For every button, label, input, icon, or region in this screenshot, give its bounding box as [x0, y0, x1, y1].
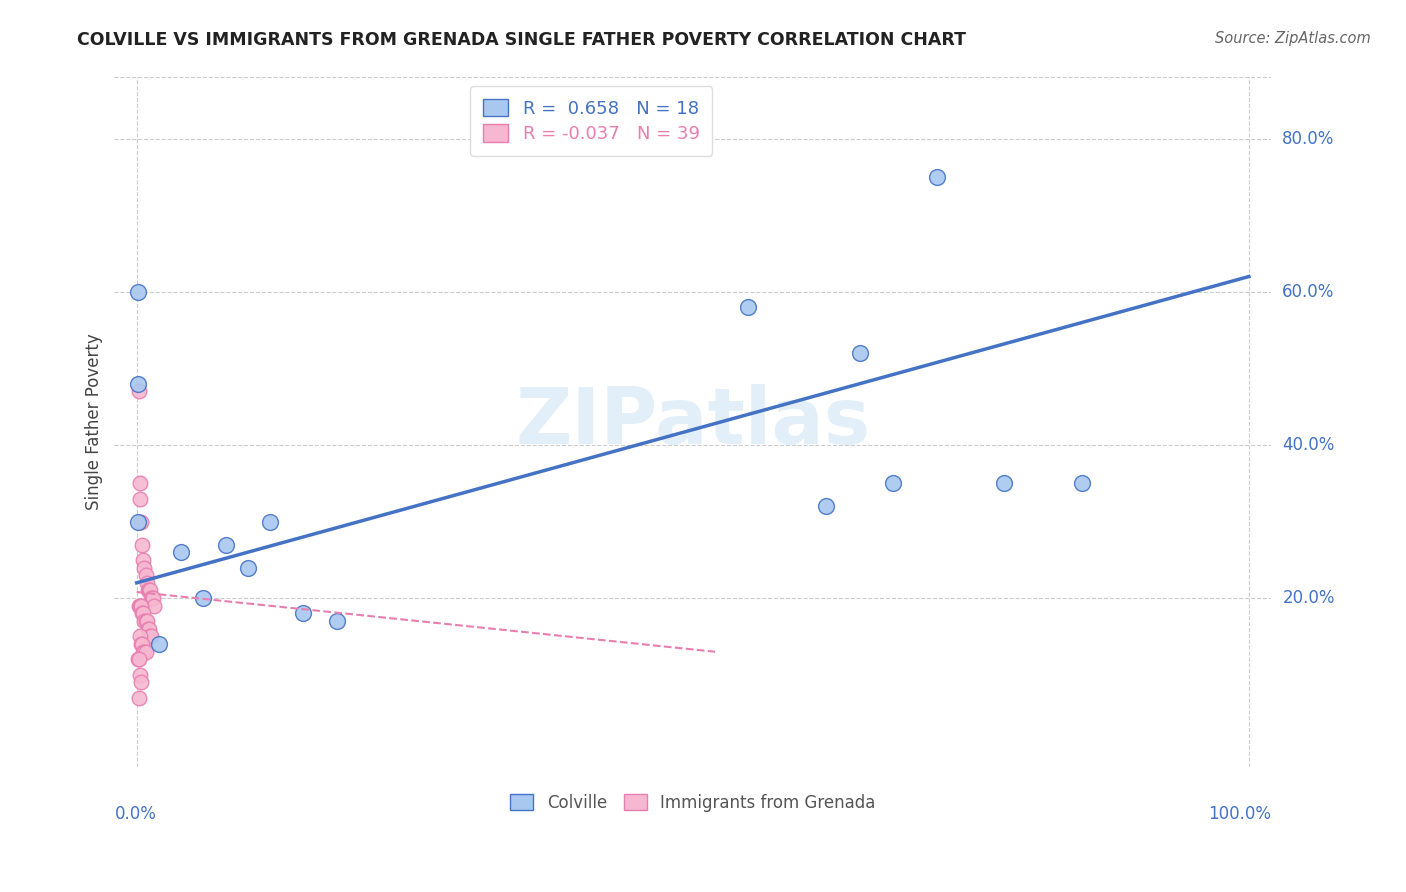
Point [138, 583, 160, 598]
Text: 100.0%: 100.0% [1208, 805, 1271, 823]
Y-axis label: Single Father Poverty: Single Father Poverty [86, 334, 103, 510]
Point [135, 614, 157, 628]
Point [129, 476, 152, 491]
Point [135, 575, 157, 590]
Point [135, 568, 157, 582]
Point [127, 376, 149, 391]
Point [129, 491, 152, 506]
Point [128, 690, 150, 705]
Text: 60.0%: 60.0% [1282, 283, 1334, 301]
Point [136, 622, 159, 636]
Point [131, 607, 153, 621]
Point [129, 629, 152, 643]
Point [127, 285, 149, 299]
Point [135, 614, 157, 628]
Text: 20.0%: 20.0% [1282, 589, 1334, 607]
Text: ZIPatlas: ZIPatlas [515, 384, 870, 460]
Point [128, 599, 150, 613]
Point [132, 645, 155, 659]
Point [134, 645, 156, 659]
Point [259, 515, 281, 529]
Legend: Colville, Immigrants from Grenada: Colville, Immigrants from Grenada [502, 786, 884, 821]
Point [135, 645, 157, 659]
Point [882, 476, 904, 491]
Point [193, 591, 215, 606]
Point [139, 629, 162, 643]
Point [214, 537, 236, 551]
Point [131, 537, 153, 551]
Point [142, 591, 165, 606]
Point [127, 515, 149, 529]
Point [134, 560, 156, 574]
Point [143, 599, 166, 613]
Point [1071, 476, 1094, 491]
Point [127, 652, 149, 666]
Point [148, 637, 170, 651]
Point [927, 169, 949, 184]
Point [129, 667, 152, 681]
Point [129, 599, 152, 613]
Point [236, 560, 259, 574]
Point [132, 553, 155, 567]
Text: 40.0%: 40.0% [1282, 436, 1334, 454]
Text: Source: ZipAtlas.com: Source: ZipAtlas.com [1215, 31, 1371, 46]
Point [292, 607, 315, 621]
Point [139, 629, 162, 643]
Text: 0.0%: 0.0% [114, 805, 156, 823]
Point [138, 622, 160, 636]
Point [128, 652, 150, 666]
Text: COLVILLE VS IMMIGRANTS FROM GRENADA SINGLE FATHER POVERTY CORRELATION CHART: COLVILLE VS IMMIGRANTS FROM GRENADA SING… [77, 31, 966, 49]
Point [134, 614, 156, 628]
Point [170, 545, 193, 559]
Text: 80.0%: 80.0% [1282, 129, 1334, 148]
Point [129, 637, 152, 651]
Point [141, 591, 163, 606]
Point [136, 583, 159, 598]
Point [131, 637, 153, 651]
Point [848, 346, 870, 360]
Point [129, 675, 152, 690]
Point [132, 607, 155, 621]
Point [993, 476, 1015, 491]
Point [815, 500, 838, 514]
Point [737, 300, 759, 314]
Point [326, 614, 349, 628]
Point [139, 591, 162, 606]
Point [129, 515, 152, 529]
Point [129, 599, 152, 613]
Point [139, 583, 162, 598]
Point [128, 384, 150, 399]
